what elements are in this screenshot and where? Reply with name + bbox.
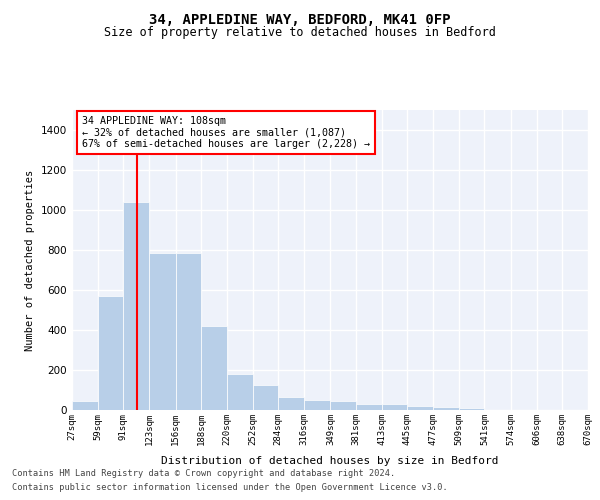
Bar [304, 400, 331, 410]
Bar [278, 397, 304, 410]
Bar [227, 374, 253, 410]
Bar [382, 404, 407, 410]
Y-axis label: Number of detached properties: Number of detached properties [25, 170, 35, 350]
X-axis label: Distribution of detached houses by size in Bedford: Distribution of detached houses by size … [161, 456, 499, 466]
Bar [459, 408, 484, 410]
Text: Contains HM Land Registry data © Crown copyright and database right 2024.: Contains HM Land Registry data © Crown c… [12, 468, 395, 477]
Bar [201, 326, 227, 410]
Bar [72, 401, 98, 410]
Bar [407, 406, 433, 410]
Text: 34 APPLEDINE WAY: 108sqm
← 32% of detached houses are smaller (1,087)
67% of sem: 34 APPLEDINE WAY: 108sqm ← 32% of detach… [82, 116, 370, 149]
Bar [124, 202, 149, 410]
Bar [98, 296, 124, 410]
Bar [433, 407, 459, 410]
Bar [356, 404, 382, 410]
Text: 34, APPLEDINE WAY, BEDFORD, MK41 0FP: 34, APPLEDINE WAY, BEDFORD, MK41 0FP [149, 12, 451, 26]
Bar [253, 384, 278, 410]
Bar [149, 252, 176, 410]
Bar [176, 252, 201, 410]
Text: Contains public sector information licensed under the Open Government Licence v3: Contains public sector information licen… [12, 484, 448, 492]
Bar [331, 400, 356, 410]
Text: Size of property relative to detached houses in Bedford: Size of property relative to detached ho… [104, 26, 496, 39]
